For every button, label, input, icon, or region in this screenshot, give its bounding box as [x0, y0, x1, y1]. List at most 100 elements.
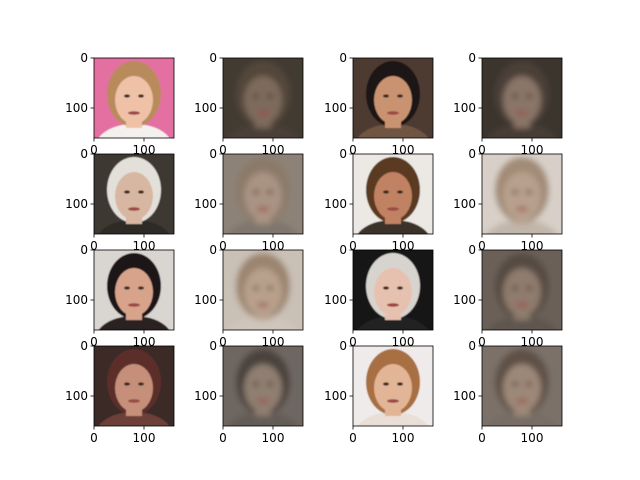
axes-frame [352, 57, 434, 139]
face-photo [353, 250, 433, 330]
x-tick-label: 100 [392, 143, 415, 157]
reconstructed-face [223, 250, 303, 330]
axes-frame [93, 57, 175, 139]
clothing-shape [486, 316, 558, 330]
reconstructed-face [482, 346, 562, 426]
x-tick-label: 0 [478, 335, 486, 349]
y-tick-label: 0 [209, 243, 217, 257]
axes-frame [481, 57, 563, 139]
right-eye [138, 382, 144, 386]
left-eye [383, 94, 389, 98]
face-shape [374, 268, 412, 316]
y-tick-label: 100 [324, 197, 347, 211]
y-tick-label: 0 [209, 339, 217, 353]
face-photo [353, 58, 433, 138]
mouth [257, 111, 269, 115]
subplot-3-0: 0 100 0 100 [65, 339, 175, 445]
x-tick-label: 0 [219, 431, 227, 445]
mouth [128, 111, 140, 115]
face-photo [94, 154, 174, 234]
left-eye [124, 286, 130, 290]
clothing-shape [227, 220, 299, 234]
y-tick-label: 0 [339, 147, 347, 161]
clothing-shape [227, 412, 299, 426]
subplot-2-1: 0 100 0 100 [194, 243, 304, 349]
clothing-shape [227, 124, 299, 138]
left-eye [512, 382, 518, 386]
x-tick-label: 100 [392, 335, 415, 349]
mouth [516, 207, 528, 211]
clothing-shape [98, 220, 170, 234]
reconstructed-face [482, 154, 562, 234]
right-eye [397, 382, 403, 386]
x-tick-label: 0 [478, 431, 486, 445]
x-tick-label: 100 [133, 431, 156, 445]
subplot-3-1: 0 100 0 100 [194, 339, 304, 445]
y-tick-label: 0 [209, 147, 217, 161]
axes-frame [93, 249, 175, 331]
x-tick-label: 0 [478, 143, 486, 157]
reconstructed-face [482, 58, 562, 138]
x-tick-label: 100 [521, 335, 544, 349]
face-shape [503, 76, 541, 124]
y-tick-label: 100 [453, 197, 476, 211]
face-shape [115, 172, 153, 220]
mouth [387, 111, 399, 115]
right-eye [397, 94, 403, 98]
right-eye [526, 190, 532, 194]
mouth [516, 399, 528, 403]
reconstructed-face [223, 346, 303, 426]
face-shape [503, 172, 541, 220]
left-eye [253, 286, 259, 290]
y-tick-label: 0 [209, 51, 217, 65]
right-eye [526, 286, 532, 290]
left-eye [253, 190, 259, 194]
subplot-3-3: 0 100 0 100 [453, 339, 563, 445]
left-eye [383, 190, 389, 194]
y-tick-label: 0 [80, 51, 88, 65]
clothing-shape [357, 316, 429, 330]
y-tick-label: 100 [65, 197, 88, 211]
left-eye [512, 94, 518, 98]
y-tick-label: 0 [339, 243, 347, 257]
mouth [516, 111, 528, 115]
axes-frame [352, 249, 434, 331]
mouth [128, 207, 140, 211]
x-tick-label: 100 [133, 335, 156, 349]
left-eye [124, 190, 130, 194]
subplot-2-0: 0 100 0 100 [65, 243, 175, 349]
right-eye [397, 286, 403, 290]
mouth [128, 303, 140, 307]
subplot-grid: 0 100 0 100 0 100 0 100 0 100 0 100 0 100 0 100 0 100 0 100… [65, 51, 563, 445]
face-photo [353, 154, 433, 234]
x-tick-label: 0 [219, 239, 227, 253]
axes-frame [352, 153, 434, 235]
subplot-1-3: 0 100 0 100 [453, 147, 563, 253]
clothing-shape [357, 124, 429, 138]
clothing-shape [98, 124, 170, 138]
left-eye [124, 382, 130, 386]
x-tick-label: 100 [133, 239, 156, 253]
subplot-0-1: 0 100 0 100 [194, 51, 304, 157]
mouth [516, 303, 528, 307]
mouth [257, 399, 269, 403]
x-tick-label: 100 [521, 431, 544, 445]
right-eye [267, 286, 273, 290]
mouth [387, 399, 399, 403]
clothing-shape [357, 220, 429, 234]
y-tick-label: 0 [468, 51, 476, 65]
left-eye [512, 190, 518, 194]
face-photo [94, 58, 174, 138]
y-tick-label: 100 [324, 101, 347, 115]
x-tick-label: 0 [349, 431, 357, 445]
y-tick-label: 0 [80, 147, 88, 161]
right-eye [526, 382, 532, 386]
right-eye [267, 94, 273, 98]
y-tick-label: 100 [453, 101, 476, 115]
face-shape [374, 76, 412, 124]
face-shape [244, 172, 282, 220]
subplot-0-0: 0 100 0 100 [65, 51, 175, 157]
subplot-1-2: 0 100 0 100 [324, 147, 434, 253]
right-eye [138, 190, 144, 194]
